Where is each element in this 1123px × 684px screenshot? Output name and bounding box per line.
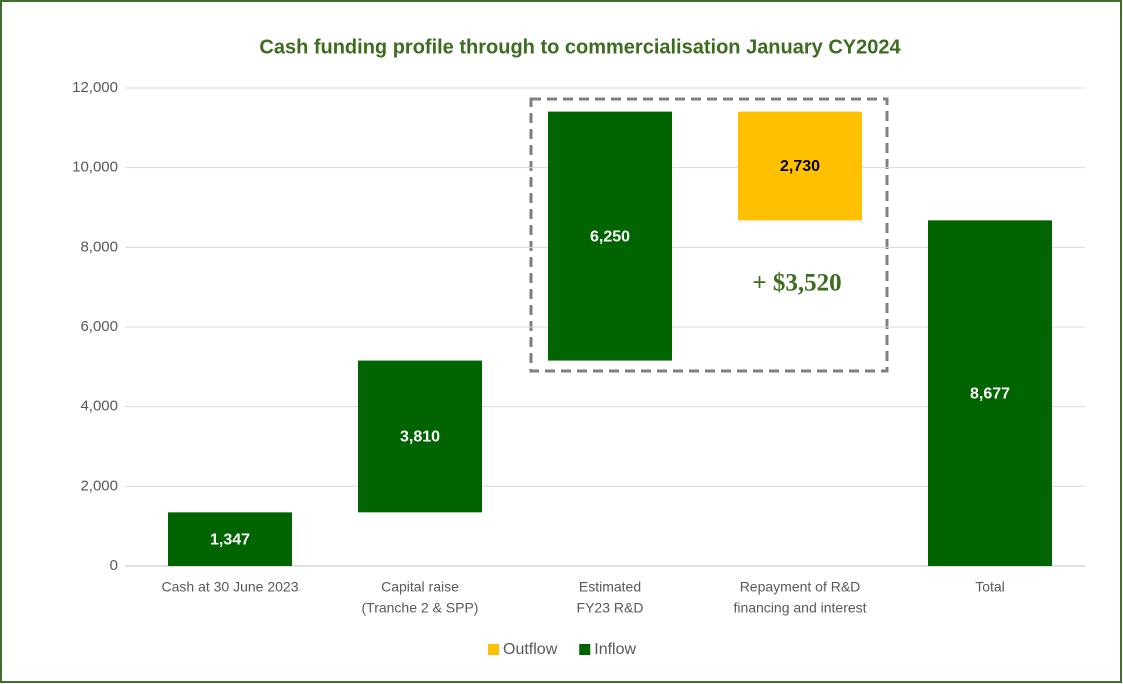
y-tick-label: 8,000 (80, 238, 118, 255)
data-label: 8,677 (970, 385, 1010, 402)
data-label: 2,730 (780, 158, 820, 175)
x-tick-label: (Tranche 2 & SPP) (362, 600, 479, 616)
bar (168, 512, 292, 566)
bar (738, 111, 862, 221)
y-tick-label: 10,000 (72, 159, 118, 176)
x-tick-label: Estimated (579, 579, 641, 595)
x-tick-label: FY23 R&D (577, 600, 644, 616)
bar (358, 360, 482, 513)
legend-label: Outflow (503, 641, 558, 658)
x-tick-label: Repayment of R&D (740, 579, 861, 595)
y-tick-label: 12,000 (72, 79, 118, 96)
annotation-box (529, 97, 889, 373)
x-tick-label: Cash at 30 June 2023 (162, 579, 299, 595)
y-tick-label: 4,000 (80, 398, 118, 415)
data-label: 1,347 (210, 531, 250, 548)
annotation: + $3,520 (752, 270, 841, 297)
x-tick-label: Capital raise (381, 579, 459, 595)
y-tick-label: 0 (110, 557, 118, 574)
data-label: 6,250 (590, 228, 630, 245)
x-tick-label: financing and interest (733, 600, 866, 616)
legend-swatch (488, 644, 499, 655)
legend-label: Inflow (594, 641, 636, 658)
y-tick-label: 2,000 (80, 477, 118, 494)
data-label: 3,810 (400, 429, 440, 446)
x-tick-label: Total (975, 579, 1005, 595)
y-tick-label: 6,000 (80, 318, 118, 335)
chart-title: Cash funding profile through to commerci… (259, 36, 901, 58)
bar (928, 220, 1052, 567)
legend-swatch (579, 644, 591, 655)
bar (548, 111, 672, 361)
